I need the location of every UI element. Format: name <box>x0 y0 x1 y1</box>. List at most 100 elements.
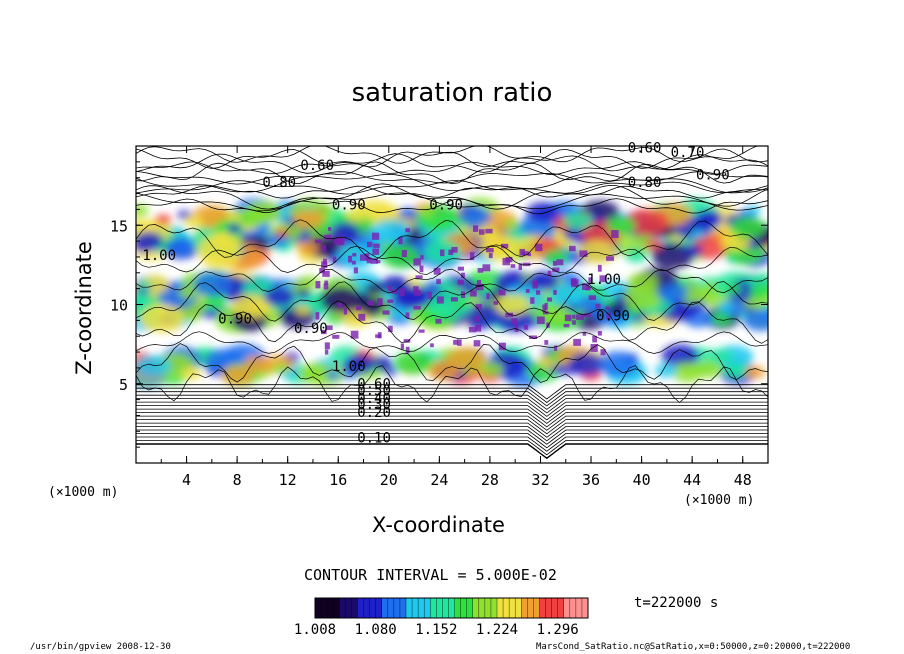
field-cell <box>136 355 171 378</box>
field-speck <box>588 295 596 300</box>
field-speck <box>375 260 381 264</box>
field-speck <box>475 304 482 310</box>
field-speck <box>579 250 588 257</box>
contour-label: 0.80 <box>262 175 296 191</box>
field-speck <box>498 342 506 351</box>
field-cell <box>563 211 593 230</box>
field-speck <box>336 238 341 242</box>
field-speck <box>514 324 519 332</box>
field-cell <box>136 203 149 217</box>
field-speck <box>356 306 362 311</box>
field-speck <box>461 272 465 279</box>
field-speck <box>401 250 407 258</box>
contour-label: 1.00 <box>587 272 621 288</box>
contour-line <box>136 387 768 404</box>
x-tick-label: 24 <box>430 471 448 489</box>
field-speck <box>427 291 432 300</box>
field-speck <box>553 289 557 295</box>
field-cell <box>244 355 271 373</box>
colorbar-cell <box>327 598 334 618</box>
field-speck <box>371 232 380 240</box>
contour-label: 0.40 <box>357 391 391 407</box>
field-speck <box>521 251 529 256</box>
contour-label: 1.00 <box>332 359 366 375</box>
x-tick-label: 4 <box>182 471 191 489</box>
contour-line <box>136 433 768 449</box>
field-speck <box>576 314 584 320</box>
field-speck <box>478 229 485 235</box>
colorbar-cell <box>393 598 401 618</box>
field-speck <box>475 324 482 332</box>
field-cell <box>136 231 164 251</box>
colorbar-cell <box>527 598 534 618</box>
contour-line <box>136 443 768 460</box>
field-cell <box>625 248 648 263</box>
colorbar-cell <box>503 598 510 618</box>
field-speck <box>486 293 490 300</box>
contour-line <box>136 405 768 421</box>
field-cell <box>297 241 320 256</box>
field-speck <box>523 325 529 330</box>
colorbar-tick-label: 1.008 <box>293 622 337 638</box>
field-speck <box>403 339 411 343</box>
field-speck <box>315 281 321 289</box>
field-speck <box>324 234 332 241</box>
field-speck <box>477 268 484 273</box>
field-cell <box>729 216 766 239</box>
contour-line <box>136 426 768 442</box>
field-speck <box>332 256 337 263</box>
contour-line <box>136 180 768 195</box>
field-speck <box>488 252 493 259</box>
colorbar-cell <box>472 598 480 618</box>
field-cell <box>459 206 492 227</box>
field-cell <box>657 283 688 303</box>
field-speck <box>597 264 602 272</box>
colorbar-frame <box>314 597 589 619</box>
y-axis-label: Z-coordinate <box>72 241 96 375</box>
field-cell <box>494 293 530 316</box>
footer-left: /usr/bin/gpview 2008-12-30 <box>30 642 171 652</box>
contour-label: 0.90 <box>696 167 730 183</box>
field-cell <box>226 223 242 234</box>
field-cell <box>275 228 289 237</box>
contour-line <box>136 183 768 210</box>
field-cell <box>700 214 721 228</box>
field-speck <box>382 310 390 315</box>
contour-line <box>136 429 768 445</box>
colorbar-cell <box>581 598 589 618</box>
field-speck <box>324 280 329 285</box>
field-speck <box>405 346 410 354</box>
field-speck <box>457 339 462 346</box>
field-speck <box>569 245 576 252</box>
contour-line <box>136 398 768 414</box>
contour-label: 0.90 <box>218 312 252 328</box>
field-speck <box>322 270 330 277</box>
field-cell <box>371 219 411 244</box>
field-cell <box>526 202 560 223</box>
colorbar-cell <box>424 598 431 618</box>
colorbar-cell <box>369 598 377 618</box>
contour-label: 0.50 <box>357 383 391 399</box>
contour-line <box>136 419 768 435</box>
colorbar-cell <box>418 598 425 618</box>
colorbar-cell <box>406 598 413 618</box>
field-speck <box>472 225 479 232</box>
field-cell <box>418 208 435 218</box>
contour-line <box>136 300 768 344</box>
contour-label: 1.00 <box>142 248 176 264</box>
field-speck <box>542 304 547 312</box>
field-speck <box>377 332 382 339</box>
contour-line <box>136 391 768 407</box>
field-speck <box>584 313 591 318</box>
field-speck <box>599 275 607 283</box>
contour-line <box>136 171 768 185</box>
field-cell <box>343 354 375 375</box>
field-speck <box>585 287 591 291</box>
colorbar-tick-label: 1.224 <box>475 622 519 638</box>
field-speck <box>448 249 454 256</box>
field-speck <box>439 249 445 257</box>
field-speck <box>527 252 532 257</box>
colorbar-cell <box>399 598 407 618</box>
